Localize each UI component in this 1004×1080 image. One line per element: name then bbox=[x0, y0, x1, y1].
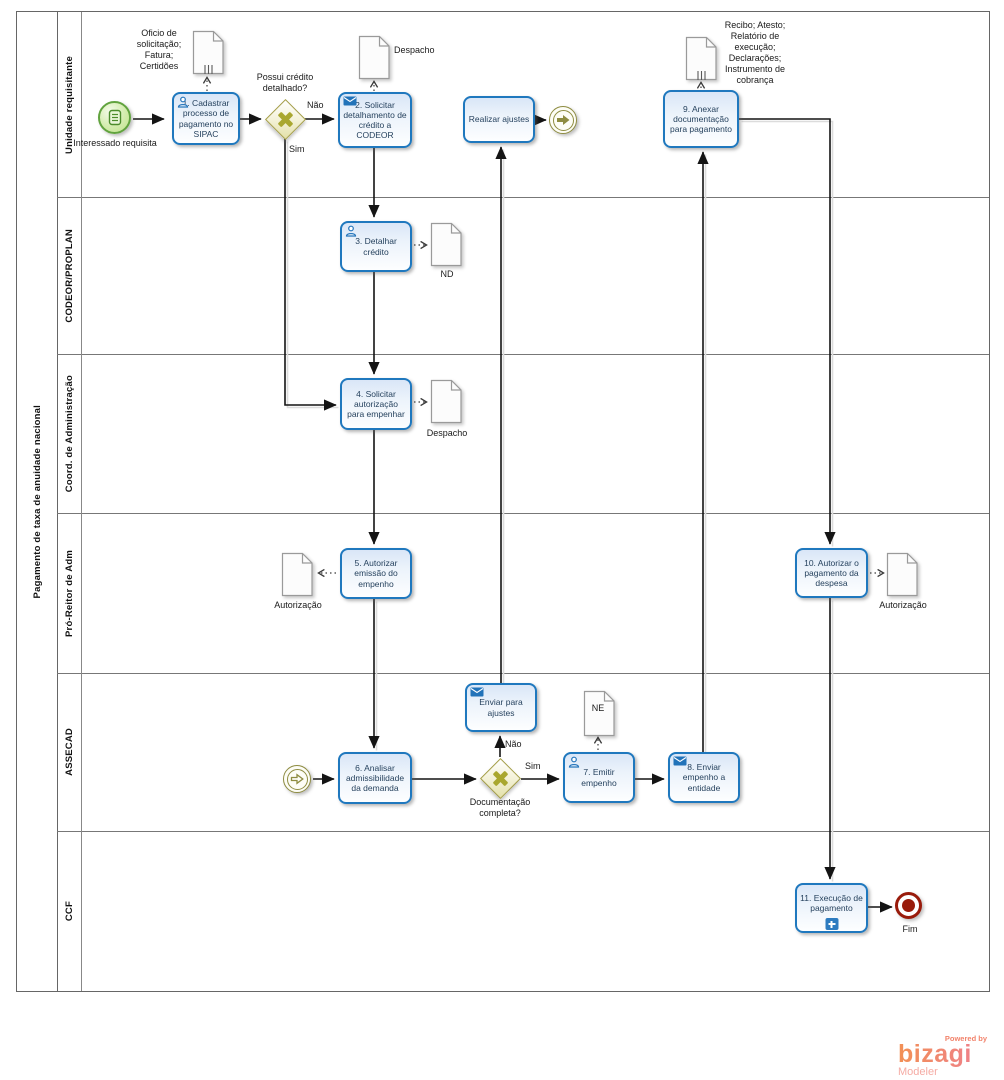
task-6-analisar-admissibilidade[interactable]: 6. Analisar admissibilidade da demanda bbox=[338, 752, 412, 804]
task-label: 4. Solicitar autorização para empenhar bbox=[347, 388, 405, 419]
gateway2-question: Documentação completa? bbox=[469, 797, 531, 818]
gateway2-no-label: Não bbox=[505, 739, 522, 749]
task-label: 3. Detalhar crédito bbox=[355, 236, 397, 257]
bizagi-logo: bizagi bbox=[898, 1042, 990, 1067]
pool-title-label: Pagamento de taxa de anuidade nacional bbox=[31, 404, 43, 599]
task-10-autorizar-pagamento[interactable]: 10. Autorizar o pagamento da despesa bbox=[795, 548, 868, 598]
document-recibo-label: Recibo; Atesto; Relatório de execução; D… bbox=[724, 20, 786, 85]
lane-label: CCF bbox=[63, 900, 75, 922]
task-label: 9. Anexar documentação para pagamento bbox=[670, 103, 732, 134]
terminate-dot bbox=[902, 899, 915, 912]
task-label: 10. Autorizar o pagamento da despesa bbox=[804, 557, 859, 588]
task-label: 11. Execução de pagamento bbox=[800, 892, 863, 913]
document-despacho-1-label: Despacho bbox=[394, 45, 435, 55]
lane-unidade-requisitante: Unidade requisitante bbox=[57, 12, 989, 198]
start-event-label: Interessado requisita bbox=[73, 138, 157, 148]
task-label: Enviar para ajustes bbox=[479, 697, 523, 718]
task-9-anexar-documentacao[interactable]: 9. Anexar documentação para pagamento bbox=[663, 90, 739, 148]
gateway1-question: Possui crédito detalhado? bbox=[256, 72, 314, 93]
task-label: 5. Autorizar emissão do empenho bbox=[354, 558, 398, 589]
document-oficio[interactable] bbox=[192, 30, 225, 75]
document-oficio-label: Oficio de solicitação; Fatura; Certidões bbox=[136, 28, 182, 71]
document-despacho-1[interactable] bbox=[358, 35, 391, 80]
mail-icon bbox=[470, 687, 484, 697]
document-despacho-2-label: Despacho bbox=[426, 428, 468, 438]
form-icon bbox=[108, 109, 121, 126]
user-icon bbox=[568, 756, 580, 768]
powered-by-label: Powered by bbox=[944, 1034, 987, 1044]
lane-codeor-proplan: CODEOR/PROPLAN bbox=[57, 197, 989, 355]
gateway1-yes-label: Sim bbox=[289, 144, 305, 154]
modeler-label: Modeler bbox=[898, 1066, 938, 1078]
link-throw-event[interactable] bbox=[549, 106, 577, 134]
task-label: 6. Analisar admissibilidade da demanda bbox=[345, 762, 405, 793]
subprocess-plus-icon bbox=[825, 918, 838, 930]
lane-ccf: CCF bbox=[57, 831, 989, 991]
task-label: 2. Solicitar detalhamento de crédito a C… bbox=[343, 99, 407, 141]
task-4-solicitar-autorizacao[interactable]: 4. Solicitar autorização para empenhar bbox=[340, 378, 412, 430]
multi-doc-lines-icon bbox=[204, 65, 213, 74]
user-icon bbox=[345, 225, 357, 237]
task-2-solicitar-detalhamento[interactable]: 2. Solicitar detalhamento de crédito a C… bbox=[338, 92, 412, 148]
end-event-label: Fim bbox=[902, 924, 918, 934]
lane-assecad: ASSECAD bbox=[57, 673, 989, 832]
gateway-possui-credito[interactable] bbox=[264, 98, 307, 141]
document-autorizacao-2[interactable] bbox=[886, 552, 919, 597]
pool-title: Pagamento de taxa de anuidade nacional bbox=[17, 12, 58, 991]
mail-icon bbox=[673, 756, 687, 766]
document-autorizacao-1-label: Autorização bbox=[274, 600, 322, 610]
lane-coord-administracao: Coord. de Administração bbox=[57, 354, 989, 514]
document-recibo[interactable] bbox=[685, 36, 718, 81]
task-label: 7. Emitir empenho bbox=[581, 767, 617, 788]
exclusive-x-icon bbox=[479, 757, 522, 800]
task-8-enviar-empenho[interactable]: 8. Enviar empenho a entidade bbox=[668, 752, 740, 803]
pool: Pagamento de taxa de anuidade nacional U… bbox=[16, 11, 990, 992]
lane-label: CODEOR/PROPLAN bbox=[63, 228, 75, 323]
exclusive-x-icon bbox=[264, 98, 307, 141]
task-label: 1. Cadastrar processo de pagamento no SI… bbox=[178, 98, 234, 139]
task-label: 8. Enviar empenho a entidade bbox=[682, 762, 726, 793]
link-arrow-outline-icon bbox=[290, 773, 304, 785]
link-catch-event[interactable] bbox=[283, 765, 311, 793]
lane-label: ASSECAD bbox=[63, 728, 75, 776]
document-ne-label: NE bbox=[591, 703, 605, 713]
gateway2-yes-label: Sim bbox=[525, 761, 541, 771]
bizagi-watermark: Powered by bizagi Modeler bbox=[898, 1034, 990, 1078]
task-11-execucao-pagamento[interactable]: 11. Execução de pagamento bbox=[795, 883, 868, 933]
lane-label: Pró-Reitor de Adm bbox=[63, 549, 75, 637]
document-autorizacao-1[interactable] bbox=[281, 552, 314, 597]
task-5-autorizar-emissao[interactable]: 5. Autorizar emissão do empenho bbox=[340, 548, 412, 599]
link-arrow-filled-icon bbox=[556, 115, 569, 125]
lane-pro-reitor: Pró-Reitor de Adm bbox=[57, 513, 989, 674]
document-nd[interactable] bbox=[430, 222, 463, 267]
document-despacho-2[interactable] bbox=[430, 379, 463, 424]
end-event[interactable] bbox=[895, 892, 922, 919]
gateway-documentacao-completa[interactable] bbox=[479, 757, 522, 800]
multi-doc-lines-icon bbox=[697, 71, 706, 80]
document-ne[interactable] bbox=[583, 690, 616, 737]
task-7-emitir-empenho[interactable]: 7. Emitir empenho bbox=[563, 752, 635, 803]
task-label: Realizar ajustes bbox=[468, 114, 530, 125]
mail-icon bbox=[343, 96, 357, 106]
document-nd-label: ND bbox=[440, 269, 454, 279]
task-3-detalhar-credito[interactable]: 3. Detalhar crédito bbox=[340, 221, 412, 272]
document-autorizacao-2-label: Autorização bbox=[879, 600, 927, 610]
task-enviar-para-ajustes[interactable]: Enviar para ajustes bbox=[465, 683, 537, 732]
task-1-cadastrar-processo[interactable]: 1. Cadastrar processo de pagamento no SI… bbox=[172, 92, 240, 145]
gateway1-no-label: Não bbox=[307, 100, 324, 110]
user-icon bbox=[177, 96, 189, 108]
task-realizar-ajustes[interactable]: Realizar ajustes bbox=[463, 96, 535, 143]
start-event[interactable] bbox=[98, 101, 131, 134]
lane-label: Coord. de Administração bbox=[63, 374, 75, 493]
